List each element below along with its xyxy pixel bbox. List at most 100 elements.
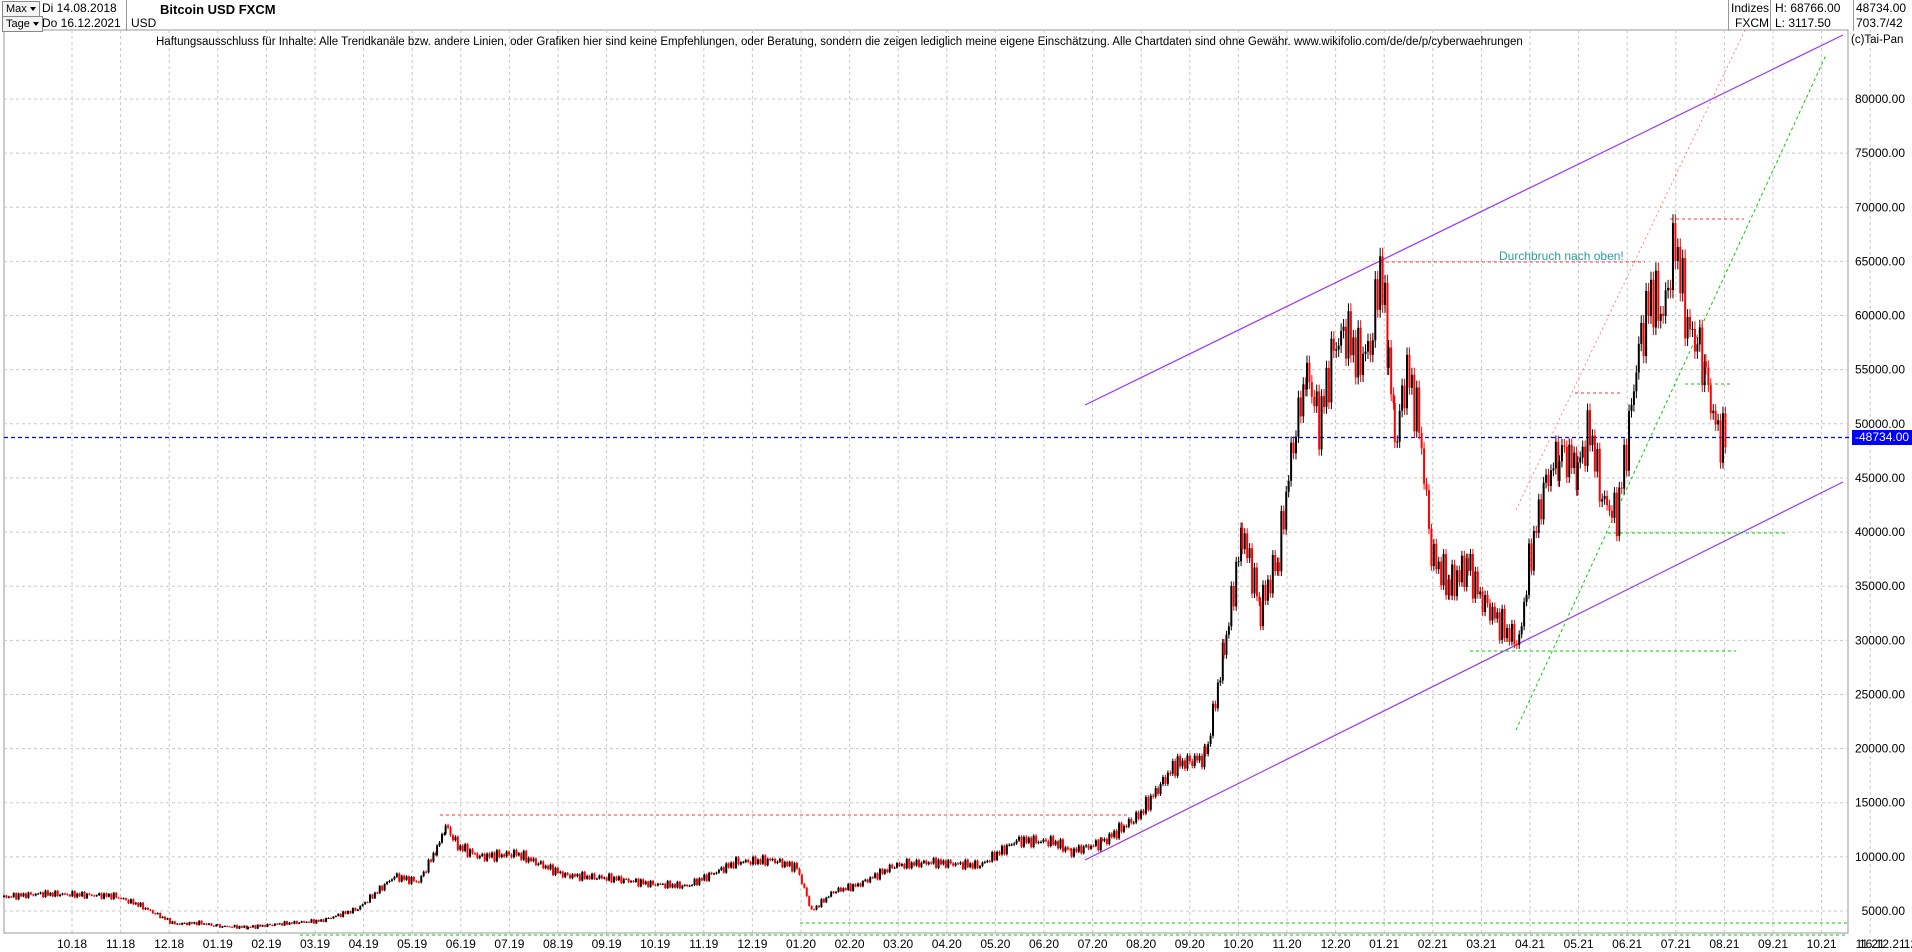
candle-body [930,862,933,864]
candle-body [236,925,239,929]
x-tick-label: 06.19 [446,937,476,951]
candle-body [283,921,286,926]
candle-body [388,880,391,882]
candle-body [530,857,533,862]
candle-body [1640,322,1643,344]
candle-body [610,873,613,883]
candle-body [949,860,952,864]
candle-body [925,860,928,865]
candle-body [739,862,742,865]
candle-body [1237,561,1240,563]
candle-body [913,862,916,866]
candle-body [705,874,708,881]
candle-body [1657,270,1660,321]
candle-body [1384,282,1387,305]
candle-body [245,925,248,930]
candle-body [1693,328,1696,352]
x-tick-label: 03.21 [1466,937,1496,951]
candle-body [1448,579,1451,596]
candle-body [139,902,142,907]
candle-body [1376,279,1379,310]
candle-body [1008,844,1011,846]
candle-body [1225,634,1228,656]
candle-body [240,926,243,928]
candle-body [505,851,508,857]
candle-body [537,863,540,866]
candle-body [991,851,994,862]
candle-body [1299,397,1302,417]
candle-body [64,893,66,895]
candle-body [613,876,615,883]
candle-body [981,862,984,867]
candle-body [1087,845,1090,849]
candle-body [1712,410,1715,414]
candle-body [39,892,42,894]
candle-body [910,862,913,869]
candle-body [1352,337,1355,356]
candle-body [1159,784,1162,794]
candle-body [1474,571,1477,599]
candle-body [964,859,967,870]
candle-body [1520,626,1523,635]
candle-body [454,836,457,841]
candle-body [325,918,328,922]
candle-body [1379,256,1382,310]
candle-body [1386,282,1389,368]
candle-body [847,883,850,890]
candle-body [588,875,591,880]
candle-body [1637,343,1640,373]
candle-body [317,919,320,922]
candle-body [1118,823,1121,839]
candle-body [678,881,681,889]
candle-body [1540,499,1543,520]
candle-body [1662,313,1665,316]
period-button[interactable]: Tage [2,16,43,32]
candle-body [1510,623,1513,642]
candle-body [898,862,901,866]
candle-body [927,862,930,865]
candle-body [218,924,221,928]
candle-body [1266,579,1269,601]
candle-body [1269,579,1272,594]
candle-body [986,860,989,862]
candle-body [195,922,198,926]
candle-body [993,851,996,861]
candle-body [522,850,525,860]
candle-body [438,842,441,846]
candle-body [725,863,728,873]
candle-body [1132,822,1135,824]
candle-body [1463,555,1466,587]
candle-body [378,885,381,894]
candle-body [425,871,428,873]
candle-body [495,850,498,862]
candle-body [486,853,489,861]
candle-body [615,876,618,881]
candle-body [1070,849,1073,857]
candle-body [233,925,236,928]
candle-body [1623,444,1626,489]
candle-body [271,924,274,926]
candle-body [1054,841,1057,845]
y-tick-label: 80000.00 [1855,92,1905,106]
candle-body [1435,543,1438,570]
candle-body [732,862,735,868]
candle-body [1142,810,1145,814]
x-tick-label: 12.20 [1321,937,1351,951]
candle-body [1287,480,1290,492]
candle-body [1240,527,1243,562]
range-button[interactable]: Max [2,1,40,17]
candle-body [1282,510,1285,530]
candle-body [1704,361,1707,368]
candle-body [559,871,562,873]
candle-body [1632,391,1635,405]
candle-body [1596,448,1599,472]
candle-body [151,910,154,914]
x-tick-label: 09.20 [1175,937,1205,951]
candle-body [29,892,32,895]
candle-body [544,865,547,869]
candle-body [1125,825,1128,827]
candle-body [112,892,115,900]
candle-body [1518,634,1521,646]
candle-body [12,893,15,898]
candle-body [1508,628,1511,642]
